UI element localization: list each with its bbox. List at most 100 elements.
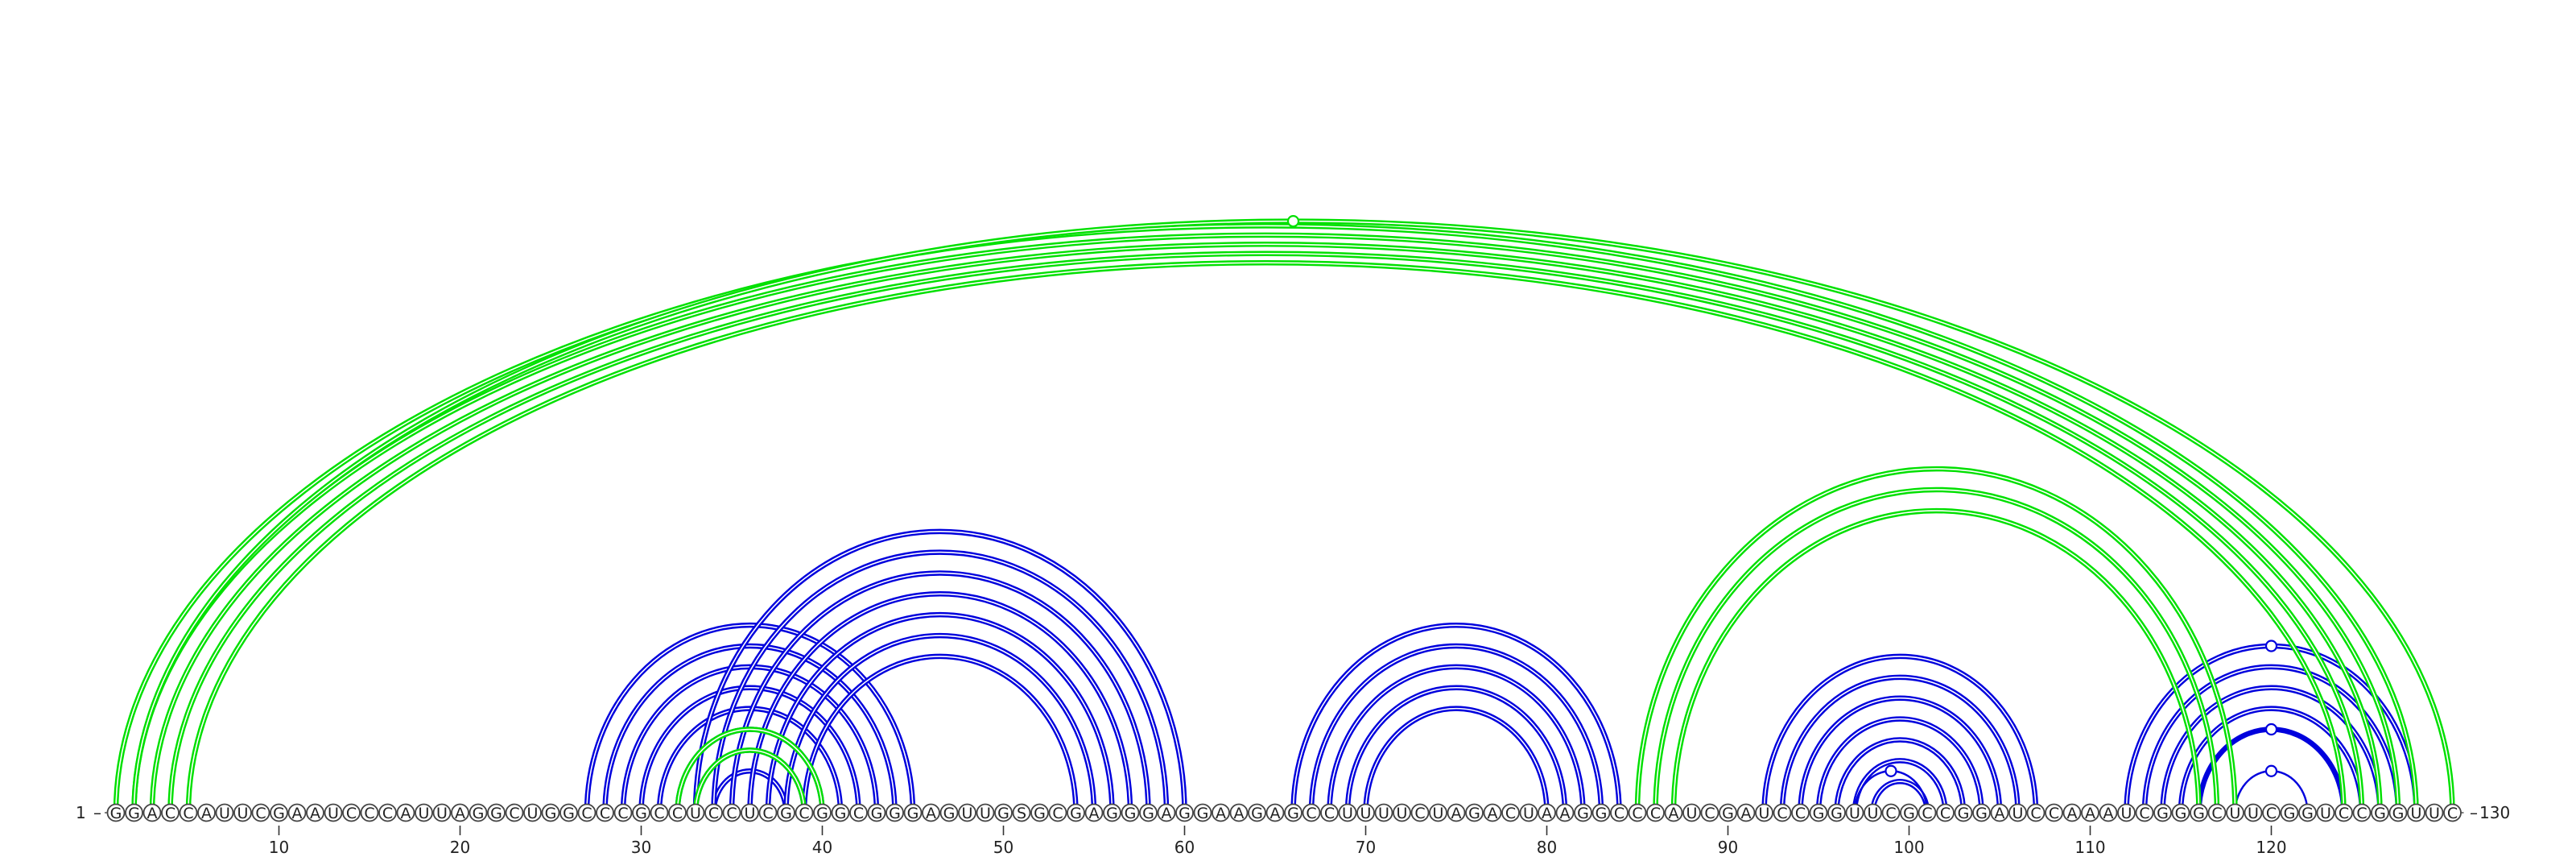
nucleotide-circle (1030, 803, 1049, 822)
nucleotide-letter: A (310, 805, 320, 822)
nucleotide-circle (1265, 803, 1285, 822)
nucleotide-letter: A (1216, 805, 1226, 822)
nucleotide-letter: C (346, 805, 357, 822)
nucleotide-letter: U (1849, 805, 1860, 822)
nucleotide-circle (251, 803, 270, 822)
nucleotide-circle (1628, 803, 1647, 822)
nucleotide-circle (1248, 803, 1266, 822)
nucleotide-circle (1827, 803, 1846, 822)
base-pair-arc-inner (1854, 760, 1946, 814)
nucleotide-circle (396, 803, 415, 822)
nucleotide-circle (2226, 803, 2244, 822)
nucleotide-letter: C (1885, 805, 1896, 822)
nucleotide-letter: C (255, 805, 266, 822)
nucleotide-circle (125, 803, 143, 822)
nucleotide-circle (867, 803, 886, 822)
nucleotide-circle (2207, 803, 2227, 822)
nucleotide-circle (2062, 803, 2082, 822)
nucleotide-circle (1139, 803, 1158, 822)
base-pair-arc-inner (1781, 677, 2019, 814)
base-pair-arc (1290, 622, 1622, 814)
base-pair-arc-inner (2144, 666, 2399, 814)
nucleotide-circle (1103, 803, 1121, 822)
position-axis: 10 20 30 40 50 60 70 80 90 100 110 120 (269, 826, 2287, 857)
base-pair-arc (185, 259, 2347, 814)
tick-label: 60 (1174, 838, 1195, 857)
nucleotide-circle (1121, 803, 1140, 822)
base-pair-arc-inner (1654, 489, 2218, 814)
nucleotide-circle (1990, 803, 2009, 822)
nucleotide-circle (2425, 803, 2444, 822)
nucleotide-letter: G (1142, 805, 1154, 822)
nucleotide-circle (1791, 803, 1810, 822)
nucleotide-circle (795, 803, 814, 822)
nucleotide-letter: C (1704, 805, 1715, 822)
nucleotide-letter: C (1414, 805, 1425, 822)
nucleotide-circle (2388, 803, 2408, 822)
nucleotide-letter: U (980, 805, 991, 822)
nucleotide-letter: U (1433, 805, 1444, 822)
nucleotide-letter: C (708, 805, 719, 822)
nucleotide-letter: S (1017, 805, 1026, 822)
tick-label: 50 (993, 838, 1013, 857)
base-pair-arc-inner (188, 262, 2345, 814)
base-pair-arc (801, 653, 1079, 814)
nucleotide-letter: G (2301, 805, 2314, 822)
nucleotide-circle (777, 803, 795, 822)
nucleotide-circle (1972, 803, 1991, 822)
nucleotide-letter: G (1034, 805, 1046, 822)
base-pair-arc-inner (1311, 645, 1602, 814)
nucleotide-letter: G (2175, 805, 2187, 822)
nucleotide-letter: C (2211, 805, 2222, 822)
nucleotide-circle (886, 803, 904, 822)
nucleotide-letter: C (1777, 805, 1787, 822)
nucleotide-letter: A (1089, 805, 1100, 822)
nucleotide-circle (2099, 803, 2118, 822)
nucleotide-letter: C (617, 805, 628, 822)
base-pair-arc-inner (803, 656, 1077, 814)
nucleotide-circle (1465, 803, 1484, 822)
loop-marker (1286, 215, 1300, 228)
nucleotide-circle (233, 803, 252, 822)
nucleotide-letter: A (292, 805, 303, 822)
nucleotide-circle (650, 803, 669, 822)
nucleotide-letter: C (1052, 805, 1063, 822)
nucleotide-circle (215, 803, 234, 822)
nucleotide-letter: U (962, 805, 973, 822)
base-pair-arc-inner (695, 749, 805, 814)
nucleotide-circle (613, 803, 633, 822)
nucleotide-letter: G (1975, 805, 1988, 822)
nucleotide-letter: U (745, 805, 756, 822)
nucleotide-letter: C (1632, 805, 1642, 822)
nucleotide-letter: U (1868, 805, 1879, 822)
nucleotide-circle (813, 803, 832, 822)
nucleotide-circle (1084, 803, 1104, 822)
nucleotide-letter: C (654, 805, 664, 822)
nucleotide-letter: A (201, 805, 212, 822)
loop-marker (2264, 722, 2278, 736)
nucleotide-letter: G (473, 805, 485, 822)
nucleotide-letter: G (1125, 805, 1137, 822)
base-pair-arc-inner (151, 243, 2381, 814)
nucleotide-circle (1212, 803, 1230, 822)
base-pair-arc (1798, 695, 2003, 814)
nucleotide-letter: A (2103, 805, 2114, 822)
nucleotide-circle (1393, 803, 1411, 822)
nucleotide-letter: C (853, 805, 864, 822)
nucleotide-letter: U (1378, 805, 1389, 822)
nucleotide-circle (1646, 803, 1665, 822)
base-pair-arc (1363, 706, 1550, 814)
nucleotide-circle (2190, 803, 2208, 822)
nucleotide-circle (1591, 803, 1611, 822)
nucleotide-letter: A (455, 805, 465, 822)
tick-label: 110 (2074, 838, 2105, 857)
nucleotide-letter: U (690, 805, 701, 822)
nucleotide-circle (1574, 803, 1592, 822)
nucleotide-circle (976, 803, 995, 822)
tick-label: 80 (1537, 838, 1557, 857)
nucleotide-circle (1538, 803, 1556, 822)
nucleotide-circle (306, 803, 324, 822)
nucleotide-letter: U (2429, 805, 2440, 822)
base-pair-arc-inner (767, 614, 1113, 814)
